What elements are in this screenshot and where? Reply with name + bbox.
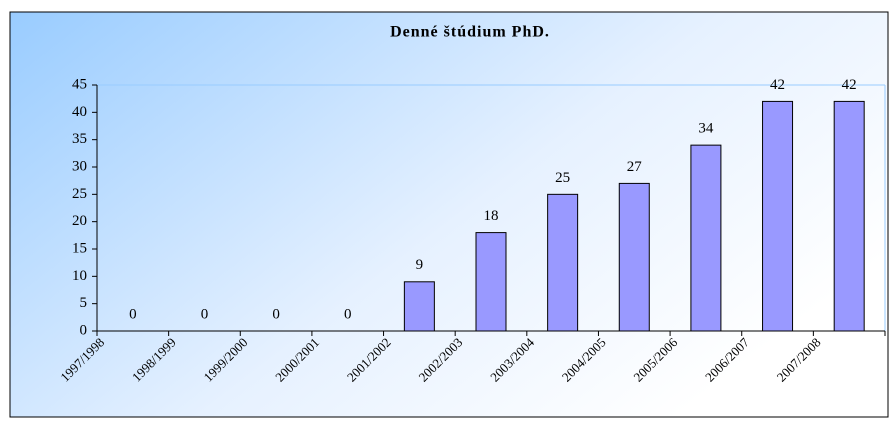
data-label: 0 — [129, 306, 137, 322]
chart-title: Denné štúdium PhD. — [390, 24, 550, 41]
bar — [547, 193, 579, 332]
y-tick-label: 15 — [72, 240, 87, 256]
data-label: 27 — [627, 159, 643, 175]
data-label: 9 — [416, 257, 424, 273]
bar — [833, 100, 865, 332]
y-tick-label: 25 — [72, 186, 87, 202]
y-tick-label: 10 — [72, 268, 87, 284]
y-tick-label: 35 — [72, 131, 87, 147]
bar — [762, 100, 794, 332]
data-label: 0 — [344, 306, 352, 322]
y-tick-label: 30 — [72, 158, 87, 174]
y-tick-label: 0 — [80, 322, 88, 338]
data-label: 42 — [770, 77, 785, 93]
y-tick-label: 5 — [80, 295, 88, 311]
data-label: 42 — [842, 77, 857, 93]
y-tick-label: 40 — [72, 104, 87, 120]
bar — [403, 281, 435, 332]
y-tick-label: 45 — [72, 76, 87, 92]
data-label: 25 — [555, 170, 570, 186]
chart-background — [9, 11, 889, 418]
bar — [475, 232, 507, 332]
data-label: 0 — [272, 306, 280, 322]
data-label: 0 — [201, 306, 209, 322]
bar — [690, 144, 722, 332]
bar — [618, 182, 650, 332]
y-tick-label: 20 — [72, 213, 87, 229]
data-label: 18 — [484, 208, 499, 224]
data-label: 34 — [698, 121, 714, 137]
